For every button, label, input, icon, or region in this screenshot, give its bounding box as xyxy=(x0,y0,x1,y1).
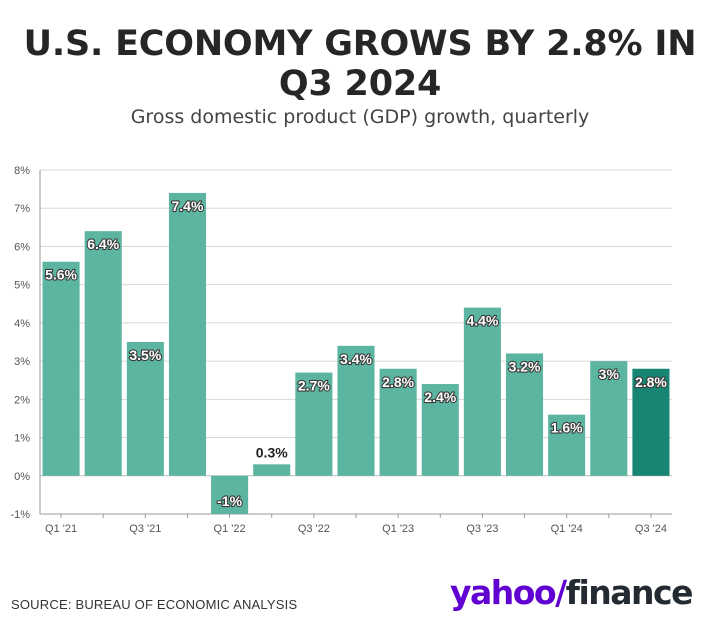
data-label: 4.4% xyxy=(466,313,498,329)
y-tick-label: 6% xyxy=(14,241,30,253)
data-label: 6.4% xyxy=(87,236,119,252)
x-tick-label: Q3 '22 xyxy=(298,523,330,535)
bar xyxy=(337,345,375,476)
bar xyxy=(295,372,333,476)
data-label: 3.2% xyxy=(509,358,541,374)
x-tick-label: Q3 '23 xyxy=(466,523,498,535)
chart-title: U.S. ECONOMY GROWS BY 2.8% IN Q3 2024 xyxy=(23,24,697,104)
y-tick-label: -1% xyxy=(10,509,30,521)
data-label: 7.4% xyxy=(172,198,204,214)
x-tick-label: Q1 '21 xyxy=(45,523,77,535)
data-label: 2.8% xyxy=(635,374,667,390)
x-tick-label: Q1 '24 xyxy=(551,523,583,535)
data-label: 5.6% xyxy=(45,267,77,283)
y-tick-label: 7% xyxy=(14,203,30,215)
bar xyxy=(211,475,249,514)
data-label: 2.8% xyxy=(382,374,414,390)
bar xyxy=(84,231,122,476)
data-label: 3.4% xyxy=(340,351,372,367)
bar xyxy=(253,464,291,476)
y-tick-label: 8% xyxy=(14,165,30,177)
y-tick-label: 4% xyxy=(14,318,30,330)
bar xyxy=(168,192,207,476)
bar xyxy=(42,261,80,476)
data-label: 3.5% xyxy=(129,347,161,363)
data-label: 2.7% xyxy=(298,378,330,394)
y-tick-label: 1% xyxy=(14,433,30,445)
x-tick-label: Q1 '22 xyxy=(214,523,246,535)
x-tick-label: Q3 '24 xyxy=(635,523,667,535)
bar xyxy=(463,307,501,476)
data-label: 1.6% xyxy=(551,420,583,436)
data-label: -1% xyxy=(217,493,242,509)
chart-subtitle: Gross domestic product (GDP) growth, qua… xyxy=(130,106,590,128)
bar xyxy=(505,353,544,476)
bar xyxy=(548,414,586,476)
y-tick-label: 0% xyxy=(14,471,30,483)
x-tick-label: Q3 '21 xyxy=(129,523,161,535)
bar xyxy=(126,342,164,476)
logo-yahoo: yahoo/ xyxy=(449,573,567,612)
data-label: 2.4% xyxy=(424,389,456,405)
x-tick-label: Q1 '23 xyxy=(382,523,414,535)
y-tick-label: 5% xyxy=(14,280,30,292)
bar xyxy=(632,368,670,476)
logo-finance: finance xyxy=(565,573,694,612)
source-note: SOURCE: BUREAU OF ECONOMIC ANALYSIS xyxy=(11,597,298,612)
y-tick-label: 3% xyxy=(14,356,30,368)
yahoo-finance-logo: yahoo/finance xyxy=(449,573,694,612)
bar xyxy=(421,384,459,476)
y-tick-label: 2% xyxy=(14,394,30,406)
gdp-bar-chart: 8% 7% 6% 5% 4% 3% 2% 1% 0% -1% 5.6% 6.4% 3.5% 7.4% -1%… xyxy=(10,165,672,535)
data-label: 3% xyxy=(599,366,620,382)
bar xyxy=(379,368,417,476)
data-label: 0.3% xyxy=(256,444,288,460)
bar xyxy=(590,361,628,476)
